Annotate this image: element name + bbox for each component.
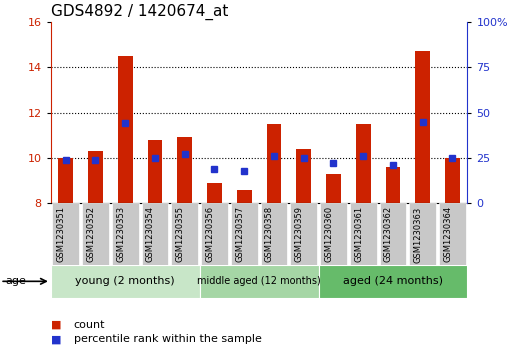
Bar bbox=[296, 149, 311, 203]
Bar bbox=[445, 158, 460, 203]
Text: count: count bbox=[74, 320, 105, 330]
Text: percentile rank within the sample: percentile rank within the sample bbox=[74, 334, 262, 344]
Text: GSM1230364: GSM1230364 bbox=[443, 206, 453, 262]
FancyBboxPatch shape bbox=[439, 203, 466, 265]
Text: GSM1230357: GSM1230357 bbox=[235, 206, 244, 262]
Text: ■: ■ bbox=[51, 320, 61, 330]
FancyBboxPatch shape bbox=[201, 203, 228, 265]
Bar bbox=[200, 265, 319, 298]
Bar bbox=[326, 174, 341, 203]
Text: GSM1230363: GSM1230363 bbox=[414, 206, 423, 262]
Bar bbox=[51, 265, 200, 298]
Bar bbox=[118, 56, 133, 203]
FancyBboxPatch shape bbox=[409, 203, 436, 265]
Text: GSM1230351: GSM1230351 bbox=[57, 206, 66, 262]
Text: middle aged (12 months): middle aged (12 months) bbox=[197, 276, 321, 286]
FancyBboxPatch shape bbox=[52, 203, 79, 265]
FancyBboxPatch shape bbox=[261, 203, 288, 265]
Bar bbox=[147, 140, 163, 203]
Bar bbox=[267, 124, 281, 203]
Text: GSM1230352: GSM1230352 bbox=[86, 206, 96, 262]
Text: GSM1230358: GSM1230358 bbox=[265, 206, 274, 262]
FancyBboxPatch shape bbox=[142, 203, 168, 265]
Text: GSM1230360: GSM1230360 bbox=[325, 206, 333, 262]
Bar bbox=[207, 183, 222, 203]
Bar bbox=[386, 167, 400, 203]
Text: age: age bbox=[5, 276, 26, 286]
Text: GSM1230359: GSM1230359 bbox=[295, 206, 304, 262]
Text: GSM1230362: GSM1230362 bbox=[384, 206, 393, 262]
Bar bbox=[237, 189, 251, 203]
Text: ■: ■ bbox=[51, 334, 61, 344]
Text: GSM1230353: GSM1230353 bbox=[116, 206, 125, 262]
Bar bbox=[88, 151, 103, 203]
Bar bbox=[415, 51, 430, 203]
Text: GSM1230356: GSM1230356 bbox=[205, 206, 214, 262]
FancyBboxPatch shape bbox=[320, 203, 347, 265]
Text: aged (24 months): aged (24 months) bbox=[343, 276, 443, 286]
FancyBboxPatch shape bbox=[82, 203, 109, 265]
Text: GSM1230354: GSM1230354 bbox=[146, 206, 155, 262]
Bar bbox=[58, 158, 73, 203]
FancyBboxPatch shape bbox=[231, 203, 258, 265]
Text: young (2 months): young (2 months) bbox=[75, 276, 175, 286]
Text: GSM1230355: GSM1230355 bbox=[176, 206, 185, 262]
FancyBboxPatch shape bbox=[379, 203, 406, 265]
Bar bbox=[319, 265, 467, 298]
Bar bbox=[356, 124, 371, 203]
FancyBboxPatch shape bbox=[171, 203, 198, 265]
FancyBboxPatch shape bbox=[350, 203, 376, 265]
Text: GDS4892 / 1420674_at: GDS4892 / 1420674_at bbox=[51, 4, 228, 20]
FancyBboxPatch shape bbox=[290, 203, 317, 265]
FancyBboxPatch shape bbox=[112, 203, 139, 265]
Bar bbox=[177, 138, 192, 203]
Text: GSM1230361: GSM1230361 bbox=[354, 206, 363, 262]
